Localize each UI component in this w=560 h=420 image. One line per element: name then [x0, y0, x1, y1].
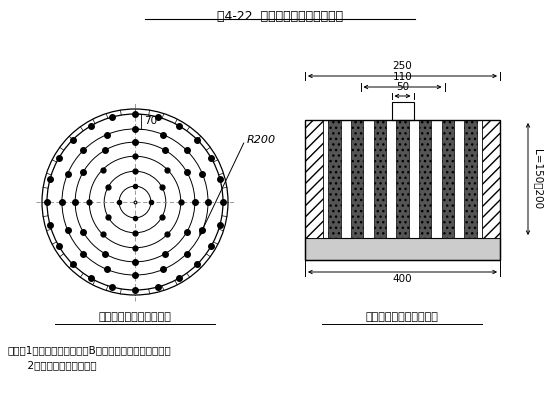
- Text: 竖井开挖炮眼剖面布置图: 竖井开挖炮眼剖面布置图: [366, 312, 438, 322]
- Bar: [305, 120, 500, 238]
- Text: L=150～200: L=150～200: [533, 149, 543, 209]
- Bar: [305, 120, 323, 238]
- Text: 2、本图尺寸以厘米计。: 2、本图尺寸以厘米计。: [8, 360, 97, 370]
- Text: 竖井开挖炮眼平面布置图: 竖井开挖炮眼平面布置图: [99, 312, 171, 322]
- Bar: [396, 120, 409, 238]
- Bar: [351, 120, 363, 238]
- Bar: [305, 238, 500, 260]
- Text: 400: 400: [393, 274, 412, 284]
- Text: 说明：1、本图以设计图竖井B型开挖断面进行炮眼布置。: 说明：1、本图以设计图竖井B型开挖断面进行炮眼布置。: [8, 345, 172, 355]
- Text: 70: 70: [144, 116, 157, 126]
- Bar: [328, 120, 340, 238]
- Bar: [442, 120, 454, 238]
- Bar: [374, 120, 386, 238]
- Bar: [419, 120, 431, 238]
- Text: 50: 50: [396, 82, 409, 92]
- Text: 图4-22  竖井开挖炮眼平面布置图: 图4-22 竖井开挖炮眼平面布置图: [217, 10, 343, 23]
- Text: R200: R200: [247, 135, 276, 145]
- Bar: [464, 120, 477, 238]
- Bar: [482, 120, 500, 238]
- Bar: [391, 102, 413, 120]
- Text: 110: 110: [393, 72, 412, 82]
- Bar: [305, 120, 500, 260]
- Text: 250: 250: [393, 61, 412, 71]
